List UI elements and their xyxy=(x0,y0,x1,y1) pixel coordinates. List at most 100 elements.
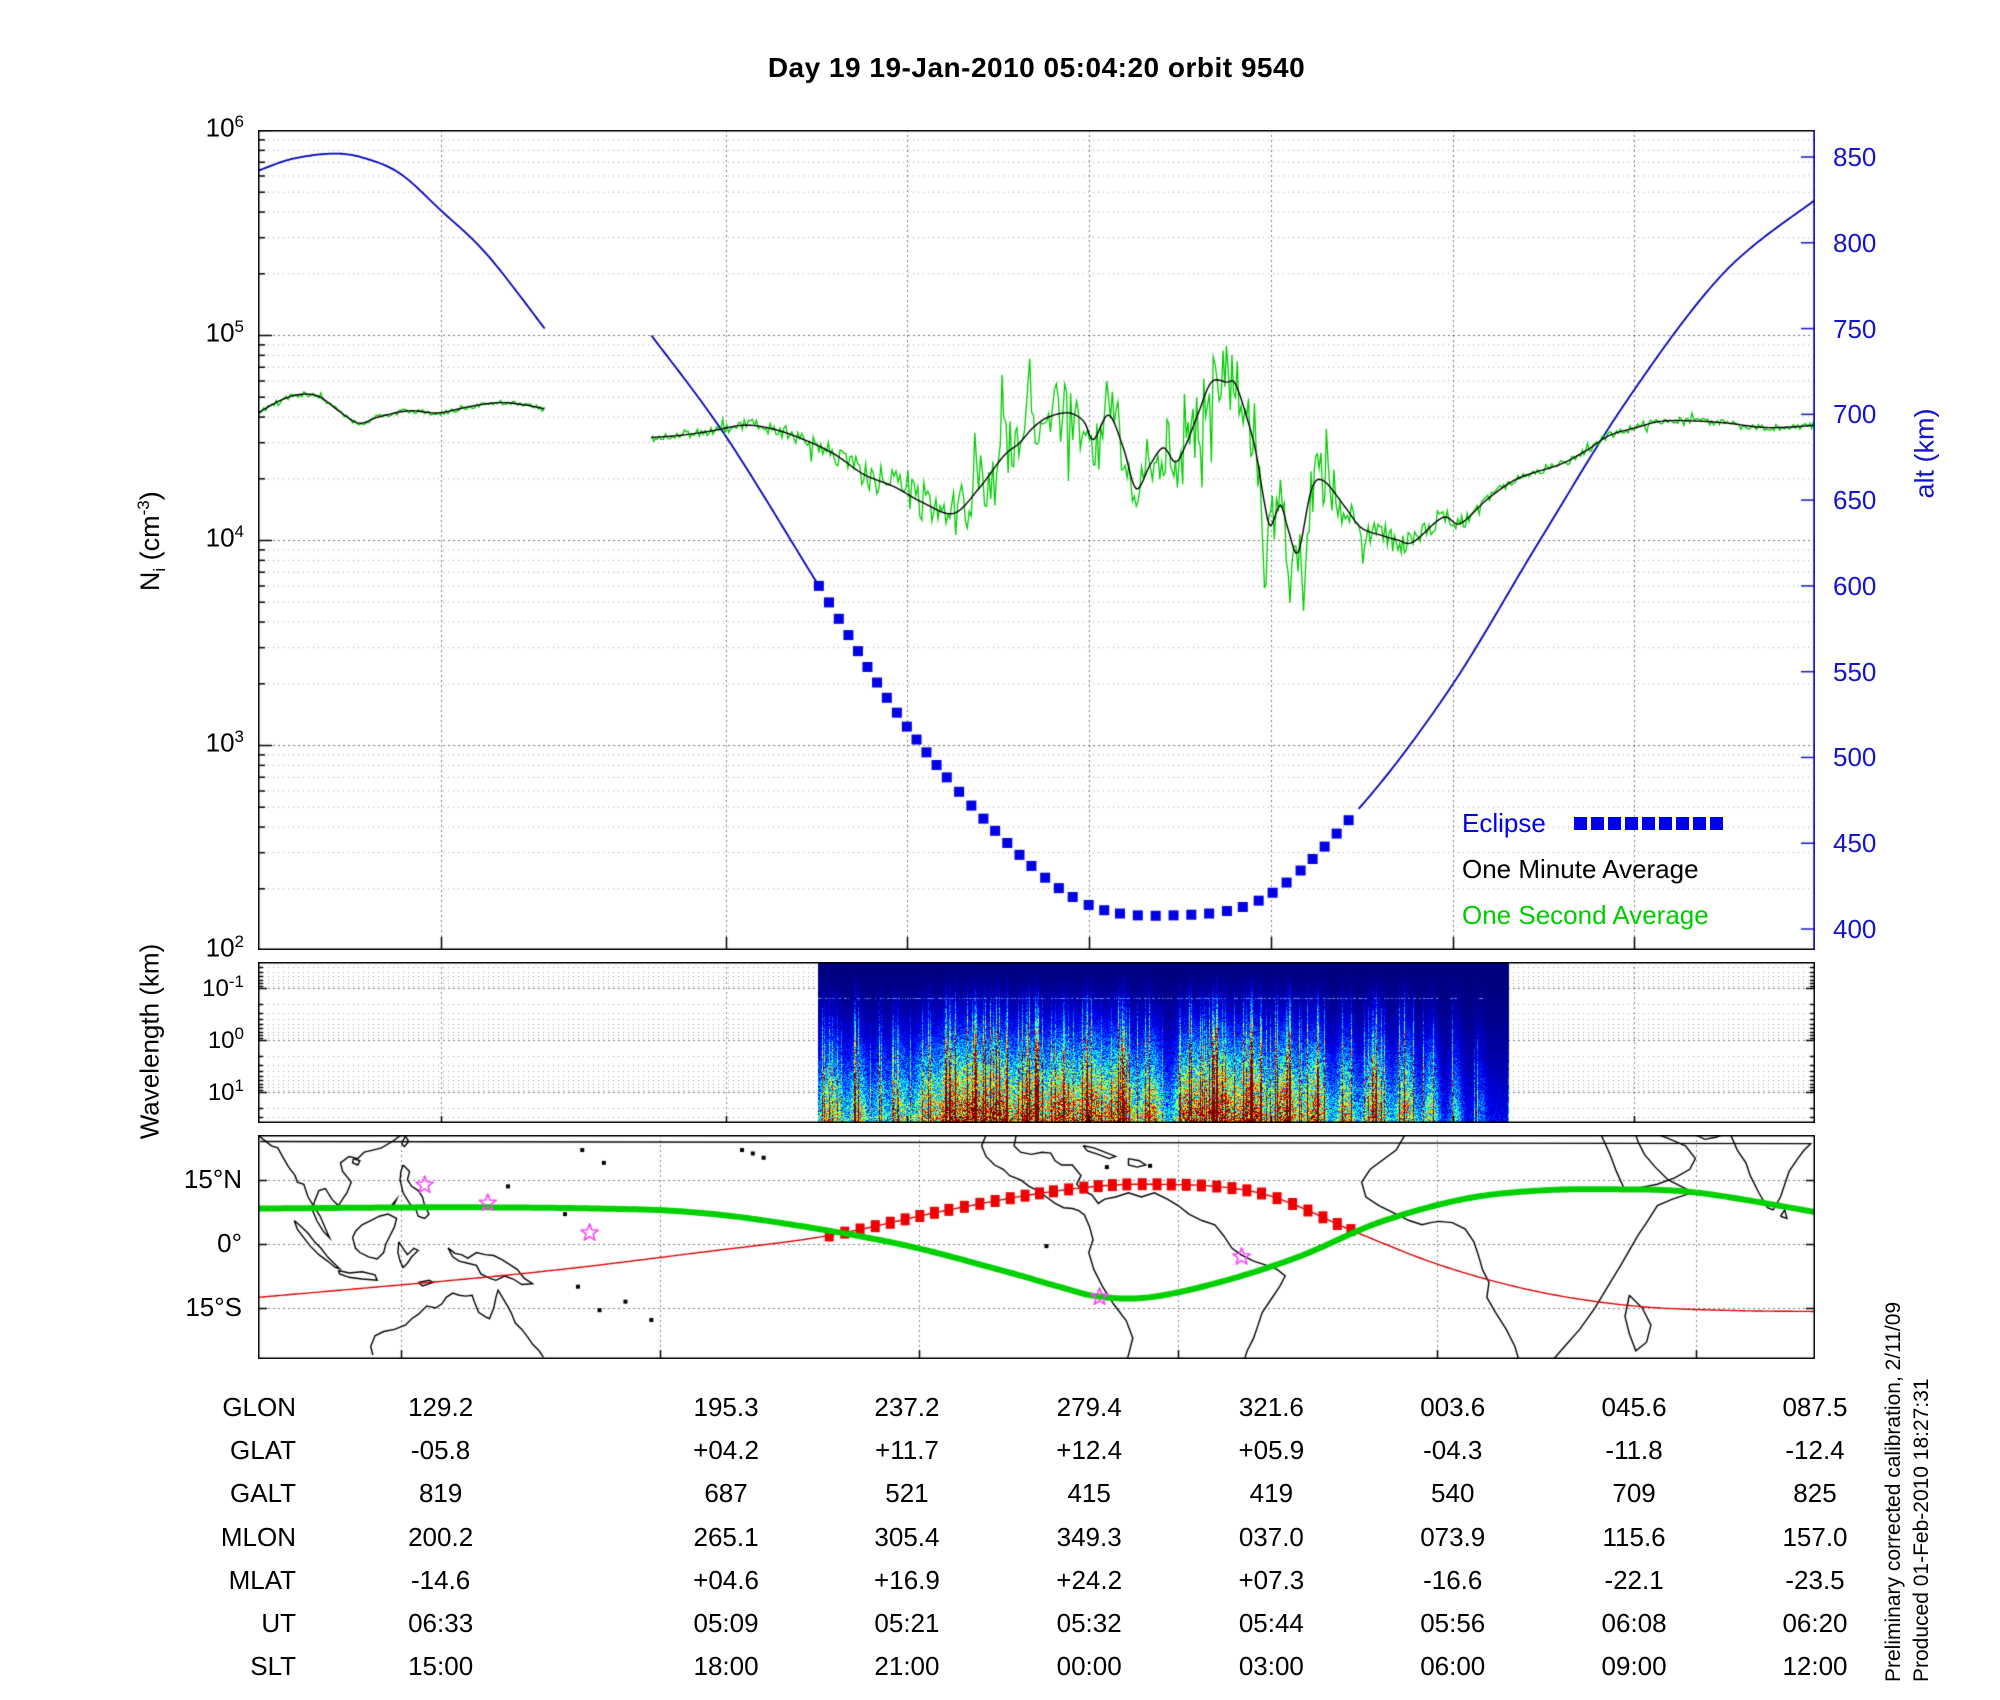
table-cell: -23.5 xyxy=(1785,1564,1845,1595)
table-cell: -22.1 xyxy=(1604,1564,1664,1595)
table-cell: +12.4 xyxy=(1056,1435,1123,1466)
page-title: Day 19 19-Jan-2010 05:04:20 orbit 9540 xyxy=(767,52,1306,83)
table-row-label: MLAT xyxy=(228,1564,296,1595)
table-cell: 03:00 xyxy=(1238,1651,1304,1682)
density-ytick-label: 103 xyxy=(205,727,244,758)
density-ytick-label: 106 xyxy=(205,112,244,143)
table-cell: -04.3 xyxy=(1423,1435,1483,1466)
table-cell: -05.8 xyxy=(411,1435,471,1466)
altitude-ytick-label: 450 xyxy=(1833,828,1877,859)
table-cell: 06:00 xyxy=(1420,1651,1486,1682)
table-cell: 321.6 xyxy=(1238,1392,1304,1422)
table-row-label: MLON xyxy=(220,1521,296,1552)
table-cell: +07.3 xyxy=(1238,1564,1305,1595)
table-row-label: UT xyxy=(261,1608,296,1638)
density-axis-label: Ni (cm-3) xyxy=(133,491,170,592)
table-cell: 05:56 xyxy=(1420,1608,1486,1638)
table-cell: 05:44 xyxy=(1238,1608,1304,1638)
table-cell: 200.2 xyxy=(408,1521,474,1552)
table-cell: 195.3 xyxy=(693,1392,759,1422)
table-cell: 349.3 xyxy=(1056,1521,1122,1552)
altitude-ytick-label: 600 xyxy=(1833,570,1877,601)
table-cell: 279.4 xyxy=(1056,1392,1122,1422)
table-cell: 687 xyxy=(704,1478,748,1509)
table-cell: 06:20 xyxy=(1782,1608,1848,1638)
map-canvas xyxy=(258,1135,1815,1359)
table-cell: 115.6 xyxy=(1602,1521,1666,1552)
table-cell: 237.2 xyxy=(874,1392,940,1422)
density-altitude-panel xyxy=(258,130,1815,950)
table-cell: 265.1 xyxy=(693,1521,759,1552)
table-cell: 18:00 xyxy=(693,1651,759,1682)
table-cell: 709 xyxy=(1612,1478,1656,1509)
table-cell: 415 xyxy=(1067,1478,1111,1509)
table-cell: +05.9 xyxy=(1238,1435,1305,1466)
wavelength-ytick-label: 100 xyxy=(207,1024,244,1054)
density-altitude-plot-canvas xyxy=(258,130,1815,950)
table-cell: 15:00 xyxy=(408,1651,474,1682)
table-cell: 00:00 xyxy=(1056,1651,1122,1682)
side-note-line2: Produced 01-Feb-2010 18:27:31 xyxy=(1910,1378,1933,1682)
altitude-ytick-label: 700 xyxy=(1833,399,1877,430)
wavelength-ytick-label: 10-1 xyxy=(202,972,244,1002)
density-ytick-label: 105 xyxy=(205,317,244,348)
table-cell: 09:00 xyxy=(1601,1651,1667,1682)
table-cell: +24.2 xyxy=(1056,1564,1123,1595)
table-cell: +16.9 xyxy=(874,1564,940,1595)
table-cell: 05:21 xyxy=(874,1608,940,1638)
table-cell: 419 xyxy=(1249,1478,1294,1509)
table-cell: 05:32 xyxy=(1056,1608,1122,1638)
table-cell: 521 xyxy=(885,1478,929,1509)
table-cell: 073.9 xyxy=(1420,1521,1486,1552)
wavelength-spectrogram-panel xyxy=(258,962,1815,1123)
spectrogram-canvas xyxy=(258,962,1815,1123)
eclipse-dotted-swatch xyxy=(1573,816,1723,830)
table-cell: 21:00 xyxy=(874,1651,940,1682)
altitude-ytick-label: 400 xyxy=(1833,914,1877,945)
side-note-line1: Preliminary corrected calibration, 2/11/… xyxy=(1882,1301,1905,1682)
table-cell: 037.0 xyxy=(1238,1521,1304,1552)
table-cell: 05:09 xyxy=(693,1608,759,1638)
table-cell: 087.5 xyxy=(1782,1392,1848,1422)
table-cell: -11.8 xyxy=(1605,1435,1663,1466)
table-row-label: GLAT xyxy=(230,1435,296,1466)
altitude-ytick-label: 850 xyxy=(1833,142,1877,172)
table-row-label: GLON xyxy=(222,1392,296,1422)
altitude-axis-label: alt (km) xyxy=(1909,408,1940,499)
table-cell: -14.6 xyxy=(411,1564,471,1595)
altitude-ytick-label: 500 xyxy=(1833,742,1877,773)
table-cell: +11.7 xyxy=(875,1435,939,1466)
altitude-ytick-label: 550 xyxy=(1833,656,1877,687)
table-cell: +04.6 xyxy=(693,1564,759,1595)
ground-track-map-panel xyxy=(258,1135,1815,1359)
table-cell: 819 xyxy=(418,1478,463,1509)
table-cell: 06:33 xyxy=(408,1608,474,1638)
density-ytick-label: 102 xyxy=(205,932,244,963)
legend: Eclipse One Minute Average One Second Av… xyxy=(1462,800,1723,938)
altitude-ytick-label: 650 xyxy=(1833,485,1877,516)
density-ytick-label: 104 xyxy=(205,522,244,553)
legend-minute-label: One Minute Average xyxy=(1462,854,1699,884)
map-lat-label: 15°S xyxy=(185,1292,242,1322)
legend-eclipse-label: Eclipse xyxy=(1462,808,1546,838)
table-cell: +04.2 xyxy=(693,1435,759,1466)
map-lat-label: 15°N xyxy=(183,1164,242,1194)
table-cell: 12:00 xyxy=(1782,1651,1848,1682)
table-cell: -16.6 xyxy=(1423,1564,1483,1595)
table-cell: 825 xyxy=(1793,1478,1837,1509)
table-row-label: SLT xyxy=(250,1651,296,1682)
table-cell: 003.6 xyxy=(1420,1392,1486,1422)
wavelength-ytick-label: 101 xyxy=(207,1076,244,1106)
table-cell: 540 xyxy=(1431,1478,1475,1509)
legend-second-label: One Second Average xyxy=(1462,900,1709,930)
table-cell: 129.2 xyxy=(408,1392,474,1422)
table-cell: 06:08 xyxy=(1601,1608,1667,1638)
altitude-ytick-label: 750 xyxy=(1833,313,1877,344)
table-cell: 305.4 xyxy=(874,1521,940,1552)
table-cell: -12.4 xyxy=(1785,1435,1845,1466)
table-cell: 045.6 xyxy=(1601,1392,1667,1422)
altitude-ytick-label: 800 xyxy=(1833,227,1877,258)
wavelength-axis-label: Wavelength (km) xyxy=(134,943,165,1140)
map-lat-label: 0° xyxy=(217,1228,242,1258)
